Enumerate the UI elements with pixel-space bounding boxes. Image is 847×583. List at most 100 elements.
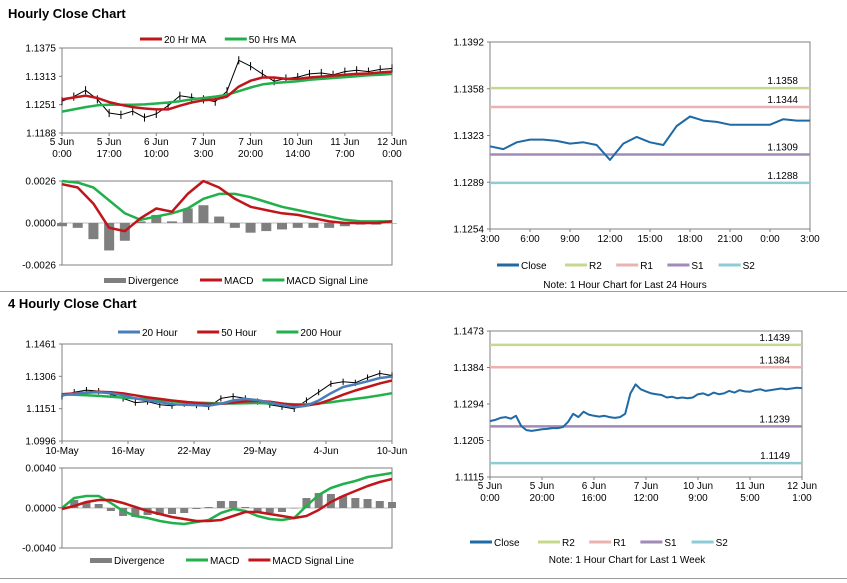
hourly-levels-ytick-2: 1.1323 [453,131,484,142]
4hourly-macd-divergence-bar-18 [278,508,286,512]
4hourly-price-ytick-0: 1.1461 [25,340,56,351]
4hourly-macd-divergence-bar-20 [302,498,311,508]
hourly-price-xtick-date-1: 5 Jun [97,137,121,148]
4hourly-levels-xtick-time-1: 20:00 [529,493,554,504]
4hourly-levels-ytick-4: 1.1115 [455,473,485,484]
4hourly-price-ytick-1: 1.1306 [25,372,56,383]
hourly-price-xtick-time-7: 0:00 [382,149,402,160]
4hourly-levels-legend-label-1: R2 [562,538,575,549]
hourly-macd-legend-label-0: Divergence [128,276,179,287]
4hourly-macd-legend-swatch-0 [90,558,112,563]
hourly-levels-ytick-3: 1.1289 [453,178,484,189]
4hourly-levels-xtick-time-2: 16:00 [581,493,606,504]
4hourly-price-xtick-1: 16-May [111,446,144,457]
hourly-price-xtick-time-0: 0:00 [52,149,72,160]
hourly-macd-divergence-bar-16 [308,223,319,228]
4hourly-ma20-line [61,375,393,409]
4hourly-macd-ytick-1: 0.0000 [25,504,56,515]
4hourly-price-ytick-2: 1.1151 [26,404,56,415]
4hourly-levels-xtick-date-3: 7 Jun [634,481,658,492]
hourly-price-xtick-date-4: 7 Jun [238,137,262,148]
hourly-macd-divergence-bar-11 [229,223,240,228]
4hourly-levels-xtick-date-1: 5 Jun [530,481,554,492]
hourly-price-xtick-time-2: 10:00 [144,149,169,160]
hourly-price-ytick-2: 1.1251 [25,100,56,111]
hourly-price-legend-label-0: 20 Hr MA [164,35,207,46]
4hourly-levels-xtick-time-0: 0:00 [480,493,500,504]
4hourly-price-frame [61,343,393,442]
4hourly-macd-divergence-bar-14 [229,501,238,508]
4hourly-section-title: 4 Hourly Close Chart [8,296,137,311]
4hourly-levels-ytick-0: 1.1473 [453,327,484,338]
hourly-price-xtick-time-5: 14:00 [285,149,310,160]
4hourly-macd-divergence-bar-2 [82,502,91,508]
hourly-price-xtick-time-3: 3:00 [194,149,214,160]
4hourly-levels-legend-label-0: Close [494,538,520,549]
4hourly-macd-legend-label-1: MACD [210,556,239,567]
hourly-macd-divergence-bar-8 [182,208,193,223]
hourly-price-legend-label-1: 50 Hrs MA [249,35,297,46]
hourly-price-xtick-time-1: 17:00 [97,149,122,160]
hourly-macd-ytick-0: 0.0026 [25,177,56,188]
4hourly-macd-divergence-bar-8 [155,508,164,515]
4hourly-levels-level-label-r2: 1.1439 [759,333,790,344]
hourly-price-ytick-1: 1.1313 [25,72,56,83]
4hourly-levels-xtick-time-3: 12:00 [633,493,658,504]
4hourly-levels-xtick-date-0: 5 Jun [478,481,502,492]
hourly-levels-level-label-s2: 1.1288 [767,171,798,182]
hourly-macd-divergence-bar-14 [277,223,287,230]
hourly-price-xtick-date-5: 10 Jun [283,137,313,148]
4hourly-macd-divergence-bar-11 [192,508,201,509]
4hourly-macd-divergence-bar-15 [241,507,250,508]
4hourly-price-legend-label-0: 20 Hour [142,328,178,339]
4hourly-macd-divergence-bar-26 [375,501,384,508]
hourly-price-xtick-date-2: 6 Jun [144,137,168,148]
4hourly-levels-ytick-2: 1.1294 [453,400,484,411]
hourly-macd-divergence-bar-21 [387,223,397,224]
hourly-levels-close-line [489,115,810,161]
4hourly-macd-divergence-bar-16 [253,508,262,512]
4hourly-levels-legend-label-2: R1 [613,538,626,549]
hourly-levels-legend-label-4: S2 [743,261,756,272]
4hourly-macd-divergence-bar-27 [388,502,396,508]
hourly-macd-legend-label-2: MACD Signal Line [286,276,368,287]
hourly-levels-ytick-1: 1.1358 [453,84,484,95]
4hourly-price-ytick-3: 1.0996 [25,437,56,448]
4hourly-macd-ytick-2: -0.0040 [22,544,56,555]
hourly-macd-divergence-bar-2 [88,223,99,240]
hourly-levels-ytick-4: 1.1254 [453,225,484,236]
4hourly-levels-xtick-time-4: 9:00 [688,493,708,504]
4hourly-levels-note: Note: 1 Hour Chart for Last 1 Week [549,555,707,566]
hourly-price-xtick-date-6: 11 Jun [330,137,359,148]
hourly-levels-xtick-5: 18:00 [677,234,702,245]
4hourly-macd-line [61,471,393,526]
hourly-price-line [61,59,393,118]
4hourly-macd-divergence-bar-21 [314,493,323,508]
hourly-ma20-line [61,70,393,111]
4hourly-macd-divergence-bar-23 [339,496,348,508]
hourly-levels-xtick-7: 0:00 [760,234,780,245]
4hourly-price-xtick-4: 4-Jun [313,446,338,457]
4hourly-levels-legend-label-3: S1 [664,538,677,549]
4hourly-levels-ytick-1: 1.1384 [453,363,484,374]
4hourly-macd-divergence-bar-10 [180,508,189,513]
4hourly-macd-ytick-0: 0.0040 [25,464,56,475]
hourly-macd-ytick-1: 0.0000 [25,219,56,230]
4hourly-macd-divergence-bar-17 [265,508,274,513]
hourly-levels-xtick-3: 12:00 [597,234,622,245]
hourly-levels-legend-label-2: R1 [640,261,653,272]
4hourly-levels-xtick-date-4: 10 Jun [683,481,713,492]
hourly-levels-xtick-4: 15:00 [637,234,662,245]
hourly-macd-divergence-bar-12 [245,223,256,233]
hourly-levels-xtick-8: 3:00 [800,234,820,245]
4hourly-levels-legend-label-4: S2 [716,538,729,549]
4hourly-macd-divergence-bar-1 [70,500,79,508]
4hourly-levels-xtick-date-5: 11 Jun [735,481,764,492]
section-divider-bottom [0,578,847,579]
hourly-macd-divergence-bar-0 [57,223,67,227]
hourly-macd-divergence-bar-13 [261,223,272,232]
4hourly-price-xtick-3: 29-May [243,446,276,457]
hourly-macd-divergence-bar-15 [292,223,303,228]
hourly-price-frame [61,47,393,134]
